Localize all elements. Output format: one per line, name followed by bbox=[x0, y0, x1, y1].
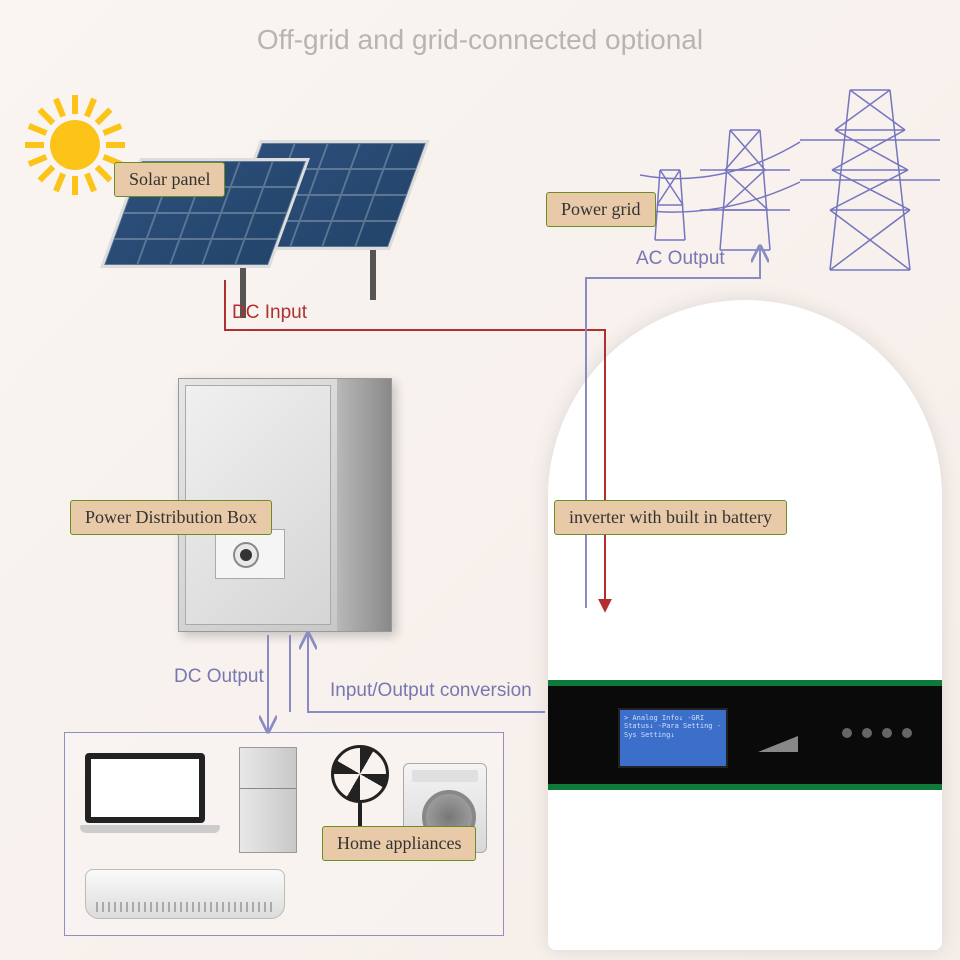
home-appliances-label: Home appliances bbox=[322, 826, 476, 861]
fridge-icon bbox=[239, 747, 297, 853]
power-grid-label: Power grid bbox=[546, 192, 656, 227]
inverter-graphic: > Analog Info↓ -GRI Status↓ -Para Settin… bbox=[548, 300, 942, 950]
io-conversion-text: Input/Output conversion bbox=[330, 680, 532, 702]
ac-output-text: AC Output bbox=[636, 248, 725, 270]
dc-input-text: DC Input bbox=[232, 302, 307, 324]
ac-icon bbox=[85, 869, 285, 919]
dc-output-text: DC Output bbox=[174, 666, 264, 688]
laptop-icon bbox=[85, 753, 215, 843]
solar-panel-label: Solar panel bbox=[114, 162, 225, 197]
inverter-screen: > Analog Info↓ -GRI Status↓ -Para Settin… bbox=[618, 708, 728, 768]
page-title: Off-grid and grid-connected optional bbox=[257, 24, 703, 56]
distribution-box-label: Power Distribution Box bbox=[70, 500, 272, 535]
solar-panel-graphic bbox=[80, 130, 420, 290]
inverter-label: inverter with built in battery bbox=[554, 500, 787, 535]
